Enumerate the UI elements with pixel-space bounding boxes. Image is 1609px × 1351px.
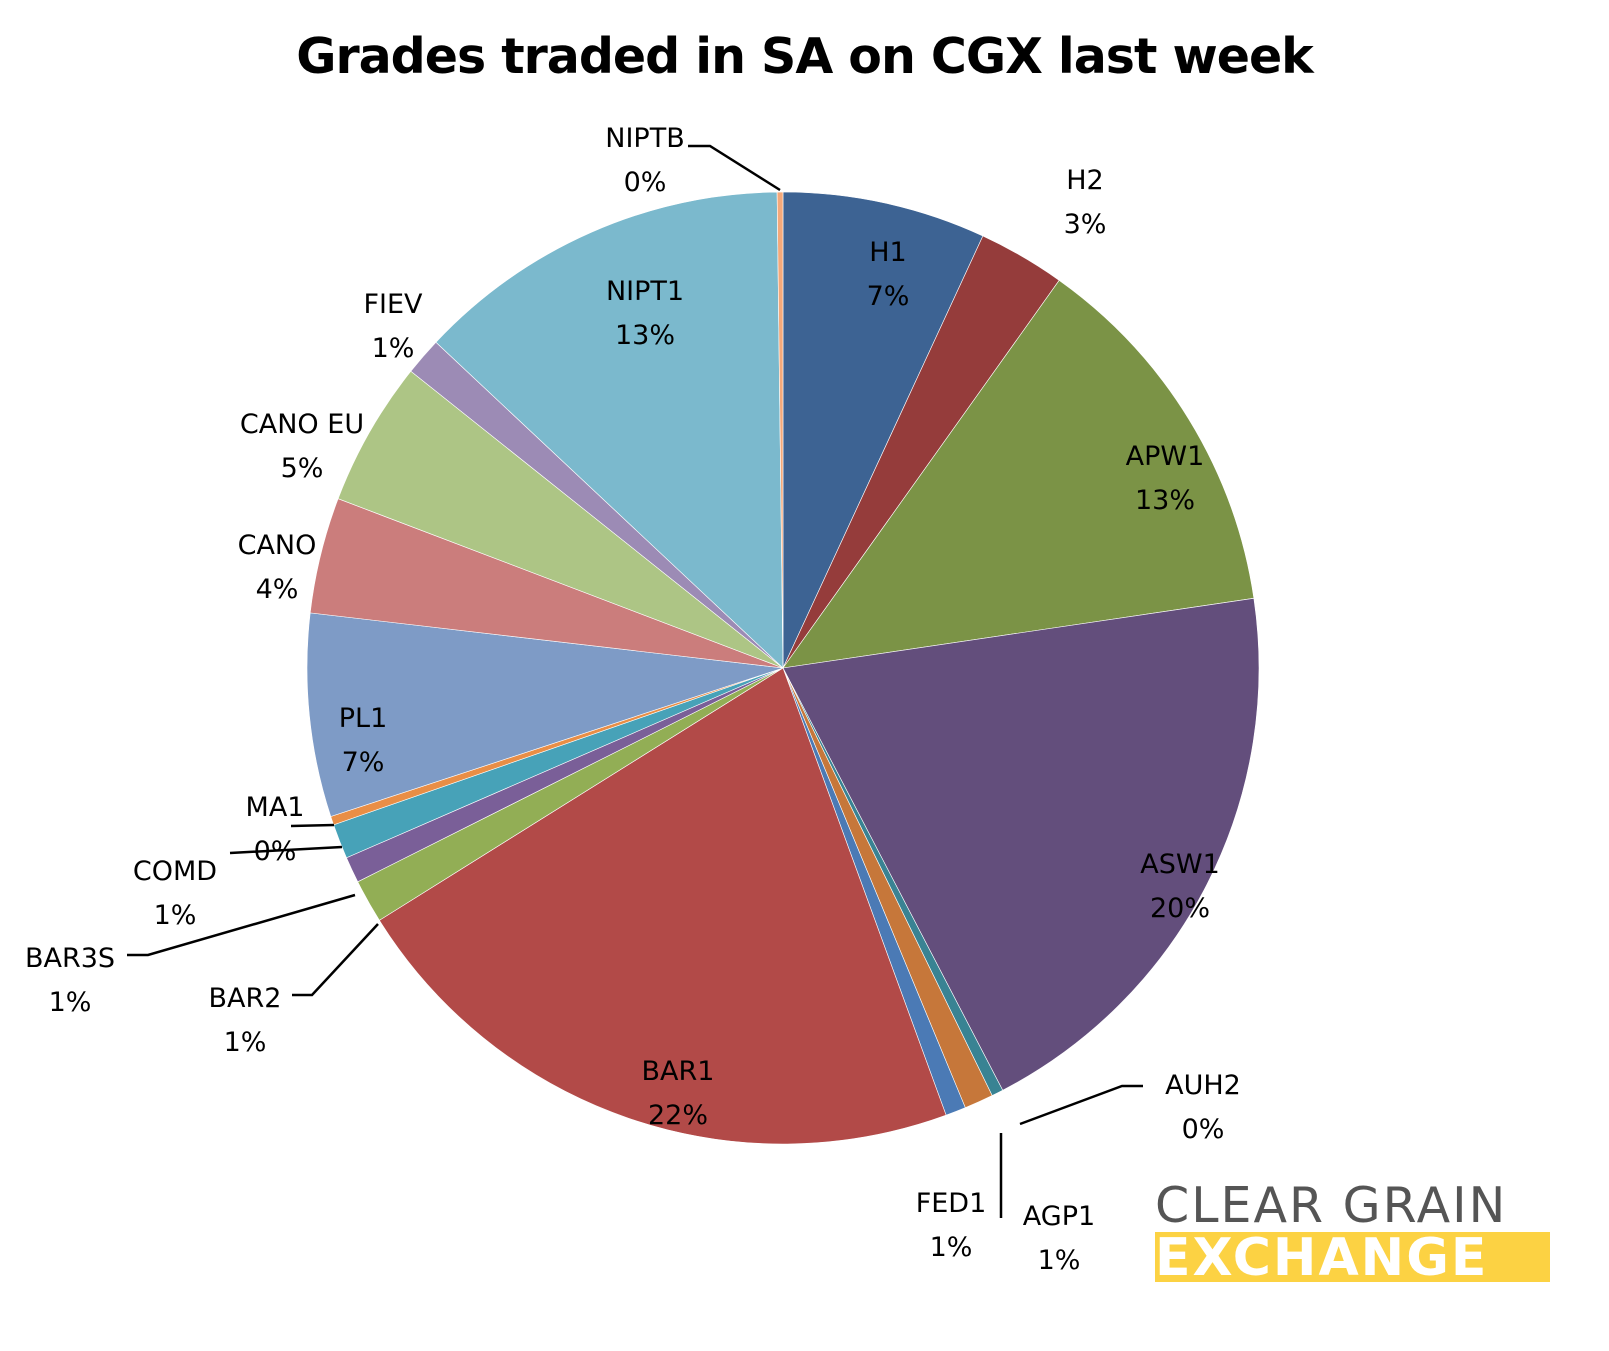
label-niptb-name: NIPTB — [605, 123, 685, 154]
logo-line-1: CLEAR GRAIN — [1155, 1177, 1508, 1234]
label-cano-pct: 4% — [255, 574, 299, 605]
label-agp1-name: AGP1 — [1022, 1201, 1096, 1232]
label-h1-pct: 7% — [866, 281, 910, 312]
label-agp1: AGP1 1% — [1023, 1195, 1095, 1283]
leader-line-comd — [229, 845, 343, 855]
label-niptb: NIPTB 0% — [605, 117, 684, 205]
label-apw1-name: APW1 — [1125, 441, 1205, 472]
label-auh2: AUH2 0% — [1165, 1064, 1241, 1152]
label-bar1-name: BAR1 — [641, 1056, 715, 1087]
pie-slice-h1 — [782, 191, 984, 669]
label-h1: H1 7% — [867, 231, 910, 319]
label-pl1: PL1 7% — [339, 697, 388, 785]
pie-slice-apw1 — [782, 279, 1255, 669]
label-bar1: BAR1 22% — [642, 1050, 715, 1138]
label-bar2-name: BAR2 — [208, 983, 282, 1014]
label-comd-name: COMD — [132, 856, 218, 887]
label-asw1-name: ASW1 — [1140, 849, 1220, 880]
label-h2-pct: 3% — [1063, 209, 1107, 240]
label-ma1-pct: 0% — [253, 836, 297, 867]
label-auh2-pct: 0% — [1181, 1114, 1225, 1145]
chart-title: Grades traded in SA on CGX last week — [296, 28, 1314, 85]
label-h1-name: H1 — [869, 237, 907, 268]
label-apw1: APW1 13% — [1126, 435, 1205, 523]
pie-slice-cano-eu — [337, 370, 784, 669]
label-cano-eu-pct: 5% — [280, 453, 324, 484]
leader-line-bar2 — [292, 923, 379, 997]
label-cano-name: CANO — [237, 530, 317, 561]
logo-line-2: EXCHANGE — [1155, 1232, 1550, 1282]
label-bar1-pct: 22% — [647, 1100, 708, 1131]
label-agp1-pct: 1% — [1037, 1245, 1081, 1276]
label-bar3s-pct: 1% — [48, 987, 92, 1018]
label-fed1: FED1 1% — [916, 1182, 987, 1270]
clear-grain-exchange-logo: CLEAR GRAIN EXCHANGE — [1155, 1180, 1550, 1282]
label-bar3s: BAR3S 1% — [25, 937, 115, 1025]
label-fiev-pct: 1% — [371, 333, 415, 364]
label-auh2-name: AUH2 — [1165, 1070, 1241, 1101]
label-fiev-name: FIEV — [363, 289, 423, 320]
leader-line-auh2 — [1019, 1084, 1143, 1126]
label-fed1-pct: 1% — [929, 1232, 973, 1263]
label-ma1: MA1 0% — [246, 786, 305, 874]
label-bar2: BAR2 1% — [209, 977, 282, 1065]
label-asw1-pct: 20% — [1149, 893, 1211, 924]
label-cano-eu-name: CANO EU — [239, 409, 365, 440]
label-comd-pct: 1% — [153, 900, 197, 931]
label-asw1: ASW1 20% — [1140, 843, 1219, 931]
label-nipt1: NIPT1 13% — [606, 270, 684, 358]
label-fiev: FIEV 1% — [363, 283, 422, 371]
label-pl1-name: PL1 — [338, 703, 388, 734]
label-h2-name: H2 — [1066, 165, 1104, 196]
label-h2: H2 3% — [1064, 159, 1107, 247]
label-comd: COMD 1% — [133, 850, 217, 938]
pie-slice-nipt1 — [435, 191, 784, 669]
pie-slice-bar1 — [378, 667, 947, 1145]
pie-slices — [306, 191, 1260, 1145]
leader-line-ma1 — [290, 823, 335, 828]
label-fed1-name: FED1 — [915, 1188, 987, 1219]
leader-lines — [127, 144, 1143, 1218]
leader-line-bar3s — [127, 893, 356, 957]
label-pl1-pct: 7% — [341, 747, 385, 778]
label-ma1-name: MA1 — [245, 792, 305, 823]
pie-slice-pl1 — [306, 612, 784, 817]
label-bar2-pct: 1% — [223, 1027, 267, 1058]
label-nipt1-pct: 13% — [614, 320, 675, 351]
label-cano: CANO 4% — [238, 524, 317, 612]
pie-slice-asw1 — [782, 597, 1260, 1091]
label-apw1-pct: 13% — [1134, 485, 1196, 516]
label-bar3s-name: BAR3S — [24, 943, 116, 974]
leader-line-niptb — [688, 144, 781, 192]
pie-slice-niptb — [776, 191, 784, 669]
label-nipt1-name: NIPT1 — [605, 276, 685, 307]
label-niptb-pct: 0% — [623, 167, 667, 198]
label-cano-eu: CANO EU 5% — [240, 403, 364, 491]
